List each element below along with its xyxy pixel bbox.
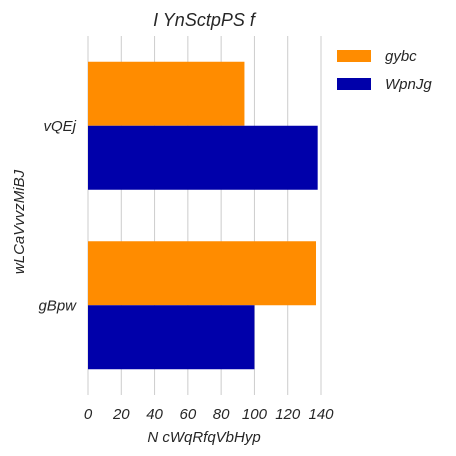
x-tick-label-2: 40 [146,406,163,423]
legend-swatch-gybc [337,50,371,62]
x-tick-label-4: 80 [213,406,230,423]
x-axis-label: N cWqRfqVbHyp [147,429,260,446]
x-tick-labels: 0 20 40 60 80 100 120 140 [84,406,334,423]
bar-WpnJg-gBpw [88,305,254,369]
y-tick-label-1: gBpw [38,297,77,314]
x-tick-label-5: 100 [242,406,268,423]
x-tick-label-3: 60 [180,406,197,423]
y-axis-label: wLCaVvvzMiBJ [11,169,28,274]
y-tick-label-0: vQEj [43,118,76,135]
x-tick-label-7: 140 [308,406,334,423]
legend-swatch-WpnJg [337,78,371,90]
x-tick-label-6: 120 [275,406,301,423]
chart-title: I YnSctpPS f [153,10,257,30]
x-tick-label-1: 20 [112,406,130,423]
bar-gybc-gBpw [88,241,316,305]
x-tick-label-0: 0 [84,406,93,423]
y-tick-labels: vQEj gBpw [38,118,77,315]
legend-label-gybc: gybc [385,48,417,65]
legend: gybc WpnJg [337,48,432,93]
bar-WpnJg-vQEj [88,126,318,190]
bars-group [88,62,318,370]
bar-gybc-vQEj [88,62,244,126]
legend-label-WpnJg: WpnJg [385,76,432,93]
